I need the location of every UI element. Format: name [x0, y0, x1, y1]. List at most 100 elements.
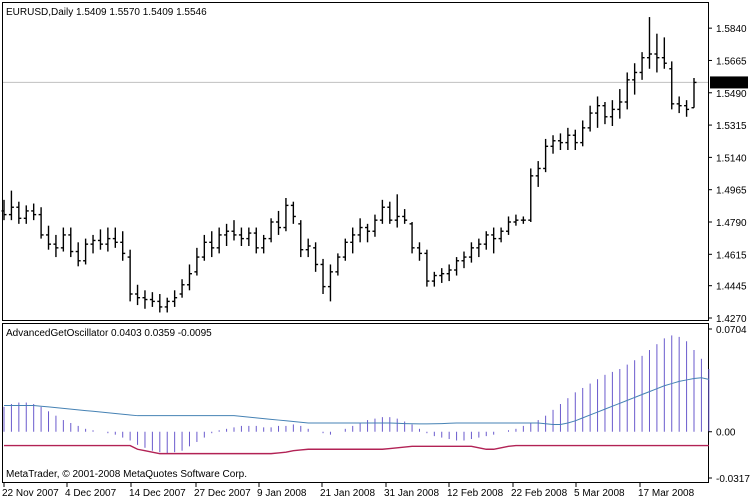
ohlc-bar: [476, 238, 482, 258]
ohlc-bar: [409, 222, 415, 254]
ohlc-bar: [387, 201, 393, 224]
ohlc-bar: [246, 227, 252, 246]
ohlc-bar: [365, 223, 371, 243]
ohlc-bar: [194, 247, 200, 276]
ohlc-bar: [646, 17, 652, 69]
ohlc-bar: [60, 227, 66, 252]
price-tick-label: 1.5140: [716, 153, 747, 164]
ohlc-bar: [149, 292, 155, 307]
ohlc-bar: [684, 100, 690, 117]
ohlc-bar: [609, 100, 615, 126]
copyright-text: MetaTrader, © 2001-2008 MetaQuotes Softw…: [6, 469, 247, 480]
indicator-frame[interactable]: [2, 323, 709, 483]
ohlc-bar: [394, 194, 400, 228]
ohlc-bar: [127, 249, 133, 302]
ohlc-bar: [290, 201, 296, 224]
current-price-label: 1.5546: [712, 78, 743, 89]
ohlc-bar: [535, 161, 541, 187]
ohlc-bar: [617, 89, 623, 119]
ohlc-bar: [431, 271, 437, 287]
time-tick-label: 5 Mar 2008: [574, 488, 625, 499]
ohlc-bar: [83, 238, 89, 265]
time-tick-label: 4 Dec 2007: [65, 488, 117, 499]
ohlc-bar: [661, 37, 667, 69]
ohlc-bar: [298, 220, 304, 258]
time-tick-label: 22 Feb 2008: [511, 488, 568, 499]
oscillator-signal-line: [4, 377, 709, 425]
ohlc-bar: [461, 251, 467, 269]
ohlc-values: 1.5409 1.5570 1.5409 1.5546: [76, 7, 207, 18]
time-tick-label: 9 Jan 2008: [257, 488, 307, 499]
ohlc-bar: [261, 234, 267, 254]
ohlc-bar: [468, 242, 474, 263]
ohlc-bar: [357, 218, 363, 243]
price-tick-label: 1.4270: [716, 314, 747, 325]
current-price-tag: [710, 76, 748, 89]
indicator-title: AdvancedGetOscillator 0.0403 0.0359 -0.0…: [6, 328, 212, 339]
symbol-title: EURUSD,Daily: [6, 7, 73, 18]
ohlc-bar: [632, 63, 638, 95]
ohlc-bar: [38, 207, 44, 239]
ohlc-bar: [90, 234, 96, 254]
ohlc-bar: [120, 231, 126, 261]
ohlc-bar: [16, 201, 22, 224]
ohlc-bar: [313, 242, 319, 272]
indicator-tick-label: 0.00: [716, 428, 736, 439]
ohlc-bar: [528, 168, 534, 222]
ohlc-bar: [276, 210, 282, 235]
ohlc-bar: [543, 138, 549, 173]
ohlc-bar: [491, 227, 497, 254]
ohlc-bar: [624, 72, 630, 110]
price-tick-label: 1.5665: [716, 56, 747, 67]
ohlc-bar: [283, 198, 289, 232]
ohlc-bar: [424, 249, 430, 287]
ohlc-bar: [112, 227, 118, 248]
ohlc-bar: [580, 120, 586, 147]
ohlc-bar: [253, 227, 259, 254]
oscillator-baseline: [4, 444, 709, 455]
ohlc-bar: [201, 234, 207, 261]
ohlc-bar: [105, 227, 111, 252]
ohlc-bar: [97, 229, 103, 250]
ohlc-bar: [565, 127, 571, 150]
ohlc-bar: [224, 223, 230, 246]
ohlc-bar: [238, 227, 244, 246]
ohlc-bar: [68, 227, 74, 258]
ohlc-bar: [172, 290, 178, 307]
indicator-tick-label: -0.0317: [716, 474, 750, 485]
time-tick-label: 22 Nov 2007: [2, 488, 59, 499]
ohlc-bar: [179, 279, 185, 298]
ohlc-bar: [23, 205, 29, 224]
ohlc-bar: [75, 242, 81, 267]
ohlc-bar: [8, 190, 14, 221]
time-axis: 22 Nov 2007 4 Dec 2007 14 Dec 2007 27 Dec 2…: [2, 483, 695, 499]
ohlc-bar: [676, 96, 682, 114]
ohlc-bar: [1, 199, 7, 221]
ohlc-bar: [639, 52, 645, 80]
price-tick-label: 1.4965: [716, 186, 747, 197]
price-chart-frame[interactable]: [2, 2, 709, 321]
ohlc-bar: [320, 258, 326, 294]
ohlc-bar: [498, 227, 504, 243]
ohlc-bar: [446, 264, 452, 282]
ohlc-bar: [513, 214, 519, 226]
ohlc-bar: [506, 216, 512, 235]
ohlc-bar: [31, 203, 37, 221]
ohlc-bar: [439, 268, 445, 283]
ohlc-bar: [572, 129, 578, 150]
indicator-axis: 0.0704 0.00 -0.0317: [708, 325, 750, 485]
ohlc-bar: [595, 96, 601, 128]
price-tick-label: 1.5840: [716, 24, 747, 35]
ohlc-bar: [305, 238, 311, 258]
ohlc-bar: [691, 78, 697, 109]
ohlc-bar: [669, 61, 675, 110]
time-tick-label: 27 Dec 2007: [194, 488, 251, 499]
ohlc-bar: [335, 253, 341, 276]
ohlc-bar: [164, 297, 170, 313]
time-tick-label: 12 Feb 2008: [447, 488, 504, 499]
ohlc-bar: [342, 238, 348, 261]
price-tick-label: 1.5490: [716, 89, 747, 100]
ohlc-bar: [268, 218, 274, 243]
ohlc-bar: [557, 133, 563, 150]
